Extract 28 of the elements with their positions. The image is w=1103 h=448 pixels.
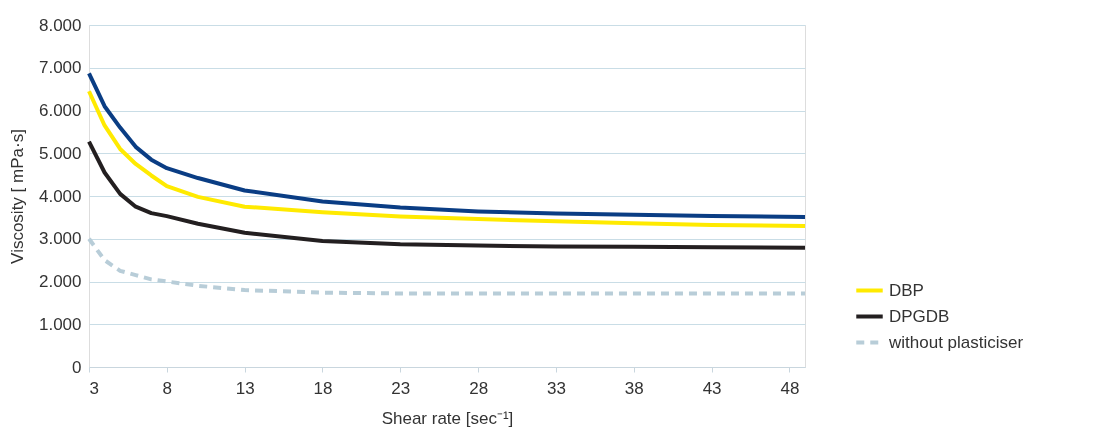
x-axis-title: Shear rate [sec⁻¹]	[381, 408, 514, 428]
y-tick-label: 7.000	[38, 58, 82, 78]
y-tick-label: 4.000	[38, 186, 82, 206]
line-series	[87, 236, 807, 296]
x-tick-label: 28	[469, 378, 489, 398]
x-tick-label: 48	[780, 378, 800, 398]
legend-label: without plasticiser	[888, 332, 1024, 352]
x-tick-label: 23	[391, 378, 411, 398]
x-tick-label: 38	[624, 378, 644, 398]
line-series	[87, 139, 807, 250]
x-tick-label: 8	[162, 378, 173, 398]
y-tick-label: 6.000	[38, 101, 82, 120]
line-series	[87, 71, 807, 219]
y-tick-label: 0	[72, 357, 82, 377]
y-axis-title: Viscosity [ mPa·s]	[7, 129, 27, 264]
x-tick-label: 43	[702, 378, 722, 398]
x-tick-label: 13	[235, 378, 255, 398]
y-tick-label: 8.000	[38, 15, 82, 35]
x-tick-label: 18	[313, 378, 333, 398]
x-tick-label: 33	[547, 378, 566, 398]
y-tick-label: 1.000	[38, 314, 82, 334]
y-tick-label: 5.000	[38, 143, 82, 163]
legend-label: DBP	[889, 280, 924, 300]
x-tick-label: 3	[89, 378, 99, 398]
y-tick-label: 3.000	[38, 229, 82, 249]
line-series	[87, 89, 807, 228]
legend-label: DPGDB	[889, 306, 950, 326]
y-tick-label: 2.000	[38, 272, 82, 291]
